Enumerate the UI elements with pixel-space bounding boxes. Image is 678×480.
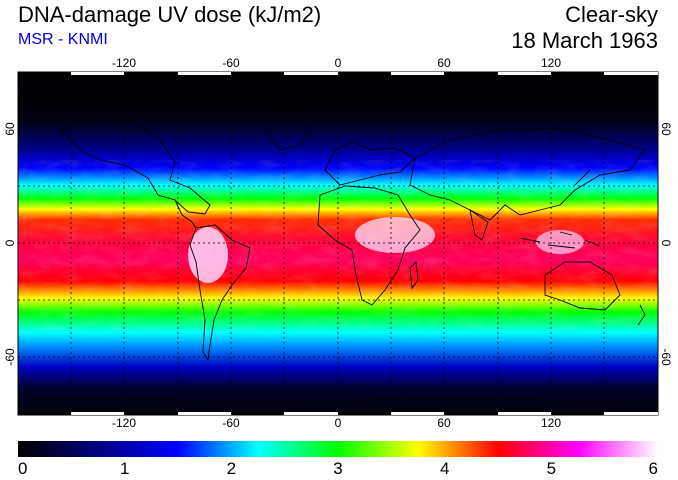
colorbar-tick-label: 0 xyxy=(18,459,27,478)
lon-tick-top: 120 xyxy=(541,56,561,70)
lat-tick-right: 60 xyxy=(659,122,673,136)
noise-overlay xyxy=(18,160,658,330)
lat-tick-right: 0 xyxy=(659,240,673,247)
lon-tick-top: -60 xyxy=(222,56,240,70)
lon-tick-bottom: 120 xyxy=(541,416,561,430)
lon-tick-bottom: 0 xyxy=(335,416,342,430)
colorbar-ticks: 0 1 2 3 4 5 6 xyxy=(18,459,658,478)
colorbar-tick-label: 3 xyxy=(333,459,342,478)
map-title: DNA-damage UV dose (kJ/m2) xyxy=(18,2,322,27)
lat-tick-right: -60 xyxy=(659,348,673,366)
lon-tick-bottom: -60 xyxy=(222,416,240,430)
colorbar-tick-label: 4 xyxy=(440,459,449,478)
condition-label: Clear-sky xyxy=(565,2,658,27)
source-label: MSR - KNMI xyxy=(18,31,108,48)
colorbar-tick-label: 5 xyxy=(547,459,556,478)
lat-lon-grid xyxy=(18,72,658,415)
lat-tick-left: -60 xyxy=(3,348,17,366)
lon-tick-top: -120 xyxy=(112,56,136,70)
lon-tick-top: 60 xyxy=(437,56,451,70)
lon-tick-bottom: 60 xyxy=(437,416,451,430)
colorbar-tick-label: 2 xyxy=(227,459,236,478)
lon-tick-top: 0 xyxy=(335,56,342,70)
colorbar-tick-label: 6 xyxy=(649,459,658,478)
lat-tick-left: 0 xyxy=(3,239,17,246)
colorbar-tick-label: 1 xyxy=(120,459,129,478)
colorbar xyxy=(18,441,658,457)
date-label: 18 March 1963 xyxy=(511,28,658,53)
lat-tick-left: 60 xyxy=(3,122,17,136)
coastlines xyxy=(18,104,658,403)
frame-ticks xyxy=(71,72,658,415)
lon-tick-bottom: -120 xyxy=(112,416,136,430)
